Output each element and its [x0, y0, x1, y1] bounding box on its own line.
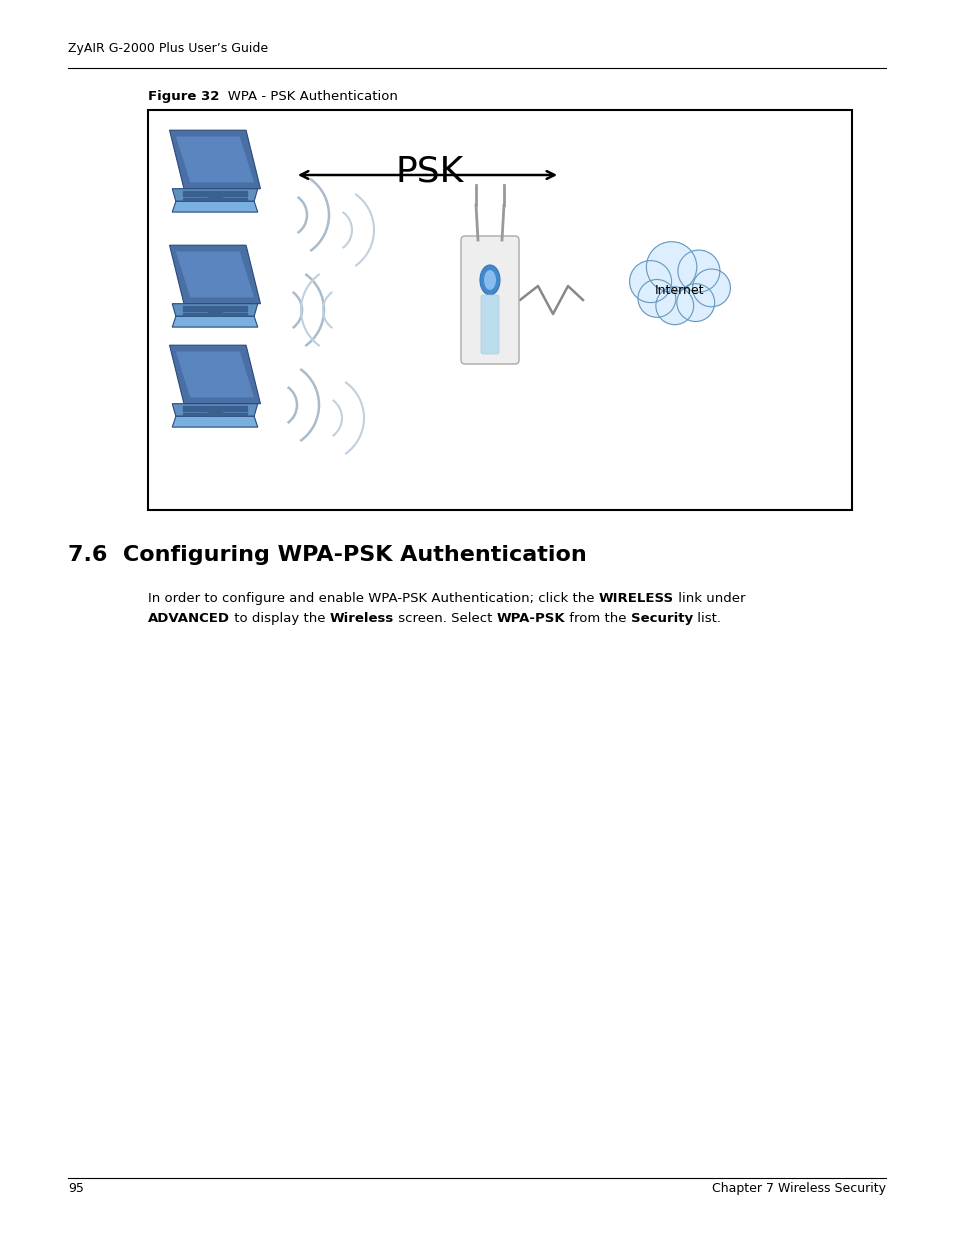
Polygon shape [170, 130, 260, 189]
Text: ZyAIR G-2000 Plus User’s Guide: ZyAIR G-2000 Plus User’s Guide [68, 42, 268, 56]
Ellipse shape [483, 270, 496, 290]
Bar [183, 306, 247, 309]
Bar [183, 412, 247, 415]
Bar [208, 309, 222, 315]
Circle shape [655, 287, 693, 325]
Bar [183, 191, 247, 193]
Circle shape [678, 251, 720, 293]
Bar [183, 310, 247, 311]
Circle shape [692, 269, 730, 306]
Text: Figure 32: Figure 32 [148, 90, 219, 103]
Text: screen. Select: screen. Select [394, 613, 497, 625]
Bar [208, 409, 222, 415]
FancyBboxPatch shape [480, 295, 498, 354]
Bar [183, 312, 247, 315]
Text: from the: from the [565, 613, 630, 625]
Text: WPA-PSK: WPA-PSK [497, 613, 565, 625]
Polygon shape [170, 346, 260, 404]
Circle shape [676, 284, 714, 321]
Polygon shape [175, 252, 253, 298]
Text: WPA - PSK Authentication: WPA - PSK Authentication [214, 90, 397, 103]
Text: Chapter 7 Wireless Security: Chapter 7 Wireless Security [711, 1182, 885, 1195]
Text: 95: 95 [68, 1182, 84, 1195]
Ellipse shape [479, 266, 499, 295]
Polygon shape [172, 404, 257, 416]
Polygon shape [170, 246, 260, 304]
Text: PSK: PSK [395, 156, 464, 189]
Bar [148, 110, 851, 510]
Polygon shape [172, 316, 257, 327]
FancyBboxPatch shape [460, 236, 518, 364]
Bar [183, 194, 247, 196]
Bar [208, 193, 222, 200]
Circle shape [646, 242, 696, 293]
Polygon shape [175, 352, 253, 398]
Text: to display the: to display the [230, 613, 330, 625]
Bar [183, 409, 247, 411]
Bar [183, 198, 247, 200]
Polygon shape [172, 201, 257, 212]
Circle shape [638, 279, 675, 317]
Polygon shape [172, 304, 257, 316]
Polygon shape [172, 189, 257, 201]
Text: ADVANCED: ADVANCED [148, 613, 230, 625]
Text: list.: list. [693, 613, 720, 625]
Text: Internet: Internet [655, 284, 704, 296]
Text: Security: Security [630, 613, 693, 625]
Text: Wireless: Wireless [330, 613, 394, 625]
Text: WIRELESS: WIRELESS [598, 592, 673, 605]
Polygon shape [175, 137, 253, 183]
Bar [183, 406, 247, 409]
Text: In order to configure and enable WPA-PSK Authentication; click the: In order to configure and enable WPA-PSK… [148, 592, 598, 605]
Circle shape [629, 261, 671, 303]
Text: 7.6  Configuring WPA-PSK Authentication: 7.6 Configuring WPA-PSK Authentication [68, 545, 586, 564]
Polygon shape [172, 416, 257, 427]
Text: link under: link under [673, 592, 744, 605]
